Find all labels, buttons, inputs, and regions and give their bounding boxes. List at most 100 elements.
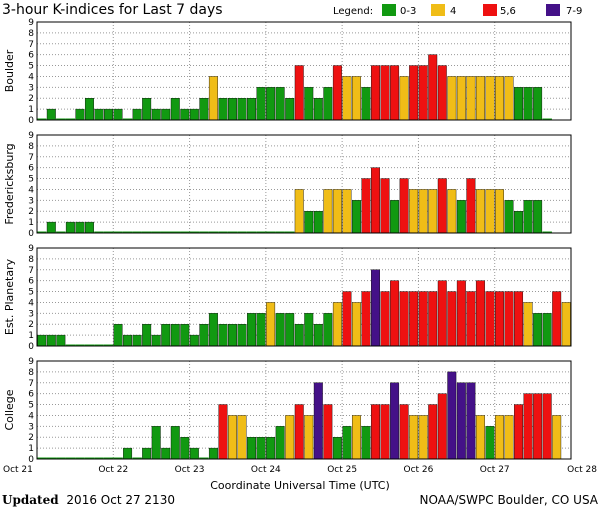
k-bar bbox=[437, 178, 447, 234]
y-tick-label: 0 bbox=[28, 342, 34, 352]
k-bar bbox=[103, 344, 114, 346]
k-bar bbox=[247, 313, 257, 347]
k-bar bbox=[409, 189, 419, 234]
k-bar bbox=[371, 65, 380, 121]
panel-frame bbox=[36, 247, 572, 347]
k-bar bbox=[113, 457, 123, 459]
y-tick-label: 7 bbox=[28, 266, 34, 276]
k-bar bbox=[323, 87, 333, 121]
k-bar bbox=[399, 76, 409, 121]
k-bar bbox=[390, 65, 400, 121]
station-label: College bbox=[3, 389, 16, 430]
k-bar bbox=[342, 76, 352, 121]
k-bar bbox=[399, 404, 409, 460]
k-bar bbox=[542, 393, 552, 460]
k-bar bbox=[75, 457, 85, 459]
k-bar bbox=[552, 415, 562, 460]
k-bar bbox=[380, 291, 390, 347]
k-bar bbox=[246, 231, 257, 233]
y-tick-label: 2 bbox=[28, 94, 34, 104]
footer-updated-value: 2016 Oct 27 2130 bbox=[66, 493, 175, 507]
k-bar bbox=[523, 87, 533, 121]
k-bar bbox=[208, 447, 218, 460]
y-tick-label: 3 bbox=[28, 196, 34, 206]
k-bar bbox=[533, 393, 543, 460]
k-bar bbox=[475, 280, 485, 347]
y-tick-label: 3 bbox=[28, 309, 34, 319]
k-bar bbox=[161, 324, 171, 347]
k-bar bbox=[313, 382, 323, 460]
k-bar bbox=[313, 98, 323, 121]
k-bar bbox=[256, 87, 266, 121]
k-bar bbox=[75, 221, 85, 234]
panel-frame bbox=[36, 134, 572, 234]
y-tick-label: 9 bbox=[28, 131, 34, 141]
k-bar bbox=[380, 404, 390, 460]
k-bar bbox=[304, 313, 314, 347]
k-bar bbox=[180, 108, 190, 121]
k-bar bbox=[504, 291, 514, 347]
k-bar bbox=[56, 118, 66, 120]
y-tick-label: 3 bbox=[28, 422, 34, 432]
x-tick-label: Oct 21 bbox=[3, 465, 33, 475]
k-bar bbox=[189, 334, 199, 347]
y-tick-label: 3 bbox=[28, 83, 34, 93]
k-bar bbox=[332, 302, 342, 347]
k-bar bbox=[141, 231, 152, 233]
k-bar bbox=[256, 313, 266, 347]
k-bar bbox=[46, 457, 57, 459]
y-tick-label: 4 bbox=[28, 411, 34, 421]
k-bar bbox=[84, 221, 94, 234]
footer-credit: NOAA/SWPC Boulder, CO USA bbox=[420, 493, 599, 507]
k-bar bbox=[361, 178, 371, 234]
k-bar bbox=[122, 231, 133, 233]
y-tick-label: 7 bbox=[28, 40, 34, 50]
k-bar bbox=[199, 324, 209, 347]
legend-text-7-9: 7-9 bbox=[566, 6, 582, 17]
k-bar bbox=[46, 108, 56, 121]
k-bar bbox=[466, 76, 476, 121]
y-tick-label: 1 bbox=[28, 331, 34, 341]
k-bar bbox=[142, 324, 152, 347]
legend-swatch-4 bbox=[431, 4, 445, 16]
k-bar bbox=[485, 291, 495, 347]
station-panels: 0123456789Boulder0123456789Fredericksbur… bbox=[3, 18, 572, 465]
k-bar bbox=[342, 426, 352, 460]
x-axis-label: Coordinate Universal Time (UTC) bbox=[210, 479, 390, 492]
k-bar bbox=[132, 231, 142, 233]
k-bar bbox=[113, 324, 123, 347]
k-bar bbox=[189, 231, 200, 233]
k-bar bbox=[447, 189, 457, 234]
k-bar bbox=[132, 334, 142, 347]
k-bar bbox=[409, 65, 419, 121]
k-bar bbox=[361, 291, 371, 347]
station-label: Boulder bbox=[3, 49, 16, 92]
k-bar bbox=[75, 344, 85, 346]
k-bar bbox=[256, 437, 266, 460]
k-bar bbox=[284, 231, 295, 233]
k-bar bbox=[151, 334, 161, 347]
legend-swatch-7-9 bbox=[546, 4, 560, 16]
k-bar bbox=[399, 291, 409, 347]
k-bar bbox=[456, 76, 466, 121]
y-tick-label: 9 bbox=[28, 357, 34, 367]
k-bar bbox=[151, 108, 161, 121]
chart-title: 3-hour K-indices for Last 7 days bbox=[2, 2, 223, 18]
k-bar bbox=[37, 118, 47, 120]
k-bar bbox=[304, 415, 314, 460]
k-bar bbox=[323, 189, 333, 234]
k-bar bbox=[189, 108, 199, 121]
y-tick-label: 5 bbox=[28, 175, 34, 185]
k-bar bbox=[266, 87, 276, 121]
k-bar bbox=[84, 98, 94, 121]
y-tick-label: 9 bbox=[28, 18, 34, 28]
k-bar bbox=[533, 313, 543, 347]
k-bar bbox=[266, 437, 276, 460]
y-tick-label: 0 bbox=[28, 229, 34, 239]
k-bar bbox=[84, 457, 95, 459]
k-bar bbox=[504, 76, 514, 121]
k-bar bbox=[180, 437, 190, 460]
